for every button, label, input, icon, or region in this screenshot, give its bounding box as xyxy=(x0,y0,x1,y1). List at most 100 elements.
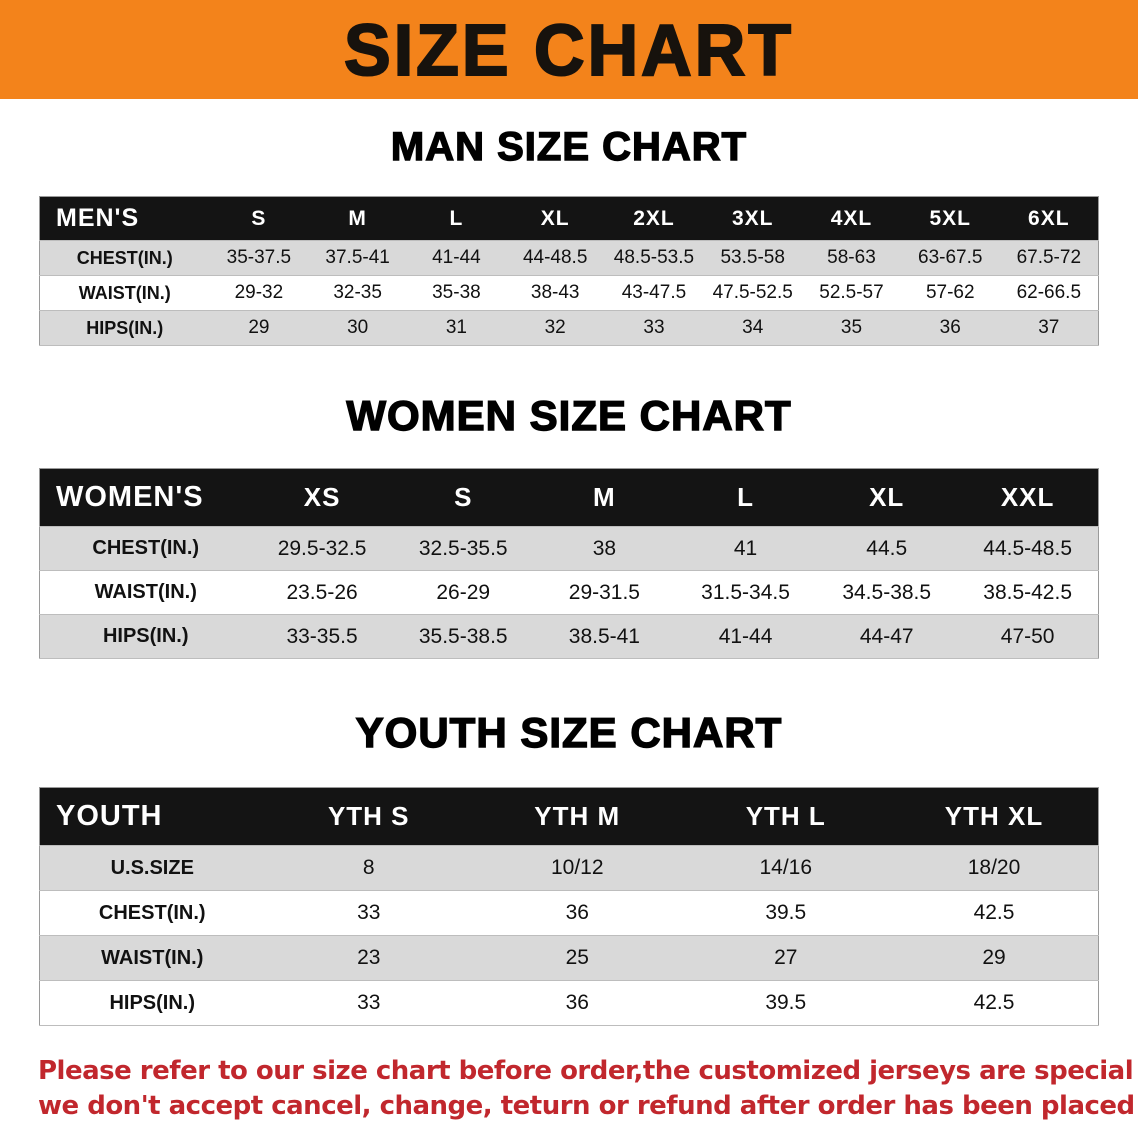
size-header-cell: YTH XL xyxy=(890,787,1099,846)
size-value: 36 xyxy=(565,991,589,1014)
size-header-cell: 3XL xyxy=(703,196,803,241)
measurement-label: WAIST(IN.) xyxy=(78,282,171,303)
size-value: 35-37.5 xyxy=(226,247,292,268)
man-table-header-row: MEN'S S M L XL 2XL 3XL 4XL 5XL 6XL xyxy=(39,196,1099,241)
size-value: 35.5-38.5 xyxy=(418,624,508,648)
size-header-cell: L xyxy=(407,196,506,241)
size-header-cell: XL xyxy=(816,468,958,527)
measurement-row: WAIST(IN.) 23 25 27 29 xyxy=(39,935,1099,981)
size-value: 41 xyxy=(733,536,758,560)
size-value: 31 xyxy=(445,317,467,338)
measurement-label: HIPS(IN.) xyxy=(102,625,189,647)
size-value: 35 xyxy=(840,317,863,338)
measurement-row: HIPS(IN.) 29 30 31 32 33 34 35 36 37 xyxy=(39,310,1099,346)
measurement-row: U.S.SIZE 8 10/12 14/16 18/20 xyxy=(39,845,1099,891)
man-table-body: CHEST(IN.) 35-37.5 37.5-41 41-44 44-48.5 48.5… xyxy=(39,240,1099,346)
measurement-label: CHEST(IN.) xyxy=(76,247,173,268)
disclaimer-note: Please refer to our size chart before or… xyxy=(0,1054,1138,1124)
size-value: 48.5-53.5 xyxy=(613,247,695,268)
size-value: 44.5 xyxy=(866,536,908,560)
size-header-cell: S xyxy=(392,468,534,527)
size-value: 30 xyxy=(347,317,369,338)
size-chart-banner: SIZE CHART xyxy=(0,0,1138,99)
size-value: 33 xyxy=(643,317,665,338)
size-value: 42.5 xyxy=(973,991,1015,1014)
size-value: 38.5-41 xyxy=(568,624,640,648)
measurement-label: U.S.SIZE xyxy=(110,856,194,879)
size-value: 23.5-26 xyxy=(286,580,358,604)
women-table-header-row: WOMEN'S XS S M L XL XXL xyxy=(39,468,1099,527)
size-value: 32.5-35.5 xyxy=(418,536,508,560)
size-value: 34 xyxy=(742,317,764,338)
size-value: 32-35 xyxy=(333,282,382,303)
women-size-chart-section: WOMEN SIZE CHART WOMEN'S XS S M L XL XXL CHEST… xyxy=(0,391,1138,659)
youth-table-body: U.S.SIZE 8 10/12 14/16 18/20 CHEST(IN.) 33 36 39… xyxy=(39,845,1099,1026)
women-size-table: WOMEN'S XS S M L XL XXL CHEST(IN.) 29.5-32.5 32.… xyxy=(39,468,1099,659)
size-value: 33-35.5 xyxy=(286,624,358,648)
size-value: 29.5-32.5 xyxy=(277,536,367,560)
size-value: 31.5-34.5 xyxy=(701,580,790,604)
size-value: 10/12 xyxy=(550,856,604,879)
measurement-label: CHEST(IN.) xyxy=(92,537,200,559)
size-header-cell: 2XL xyxy=(604,196,704,241)
measurement-label: CHEST(IN.) xyxy=(98,901,206,924)
youth-size-chart-heading: YOUTH SIZE CHART xyxy=(355,708,783,756)
disclaimer-line-1: Please refer to our size chart before or… xyxy=(38,1056,1138,1086)
size-value: 29 xyxy=(248,317,270,338)
size-value: 47.5-52.5 xyxy=(712,282,793,303)
size-value: 38.5-42.5 xyxy=(983,580,1073,604)
size-header-cell: M xyxy=(308,196,408,241)
measurement-label: HIPS(IN.) xyxy=(86,317,164,338)
size-value: 34.5-38.5 xyxy=(842,580,932,604)
size-value: 47-50 xyxy=(1000,624,1055,648)
size-header-cell: M xyxy=(533,468,675,527)
size-value: 67.5-72 xyxy=(1016,247,1082,268)
size-value: 42.5 xyxy=(973,901,1015,924)
size-value: 39.5 xyxy=(765,901,807,924)
size-value: 41-44 xyxy=(718,624,773,648)
size-header-cell: XS xyxy=(251,468,393,527)
size-value: 44-48.5 xyxy=(522,247,588,268)
man-size-chart-section: MAN SIZE CHART MEN'S S M L XL 2XL 3XL 4XL 5XL 6XL… xyxy=(0,124,1138,346)
size-value: 53.5-58 xyxy=(720,247,785,268)
youth-size-table: YOUTH YTH S YTH M YTH L YTH XL U.S.SIZE 8 10/1… xyxy=(39,787,1099,1026)
size-header-cell: XXL xyxy=(957,468,1099,527)
measurement-label: WAIST(IN.) xyxy=(94,581,197,603)
measurement-label: WAIST(IN.) xyxy=(101,946,204,969)
size-value: 32 xyxy=(544,317,566,338)
size-value: 44-47 xyxy=(859,624,914,648)
size-value: 14/16 xyxy=(759,856,813,879)
size-value: 58-63 xyxy=(827,247,876,268)
size-value: 62-66.5 xyxy=(1016,282,1082,303)
size-value: 29 xyxy=(982,946,1006,969)
measurement-row: HIPS(IN.) 33-35.5 35.5-38.5 38.5-41 41-44 44-… xyxy=(39,614,1099,659)
size-header-cell: 5XL xyxy=(900,196,1000,241)
measurement-row: WAIST(IN.) 29-32 32-35 35-38 38-43 43-47.5 47.… xyxy=(39,275,1099,311)
women-table-body: CHEST(IN.) 29.5-32.5 32.5-35.5 38 41 44.5 44.5… xyxy=(39,526,1099,659)
table-title-cell: MEN'S xyxy=(39,196,210,241)
size-header-cell: XL xyxy=(505,196,605,241)
size-header-cell: YTH S xyxy=(264,787,473,846)
size-header-cell: 6XL xyxy=(999,196,1099,241)
women-size-chart-heading: WOMEN SIZE CHART xyxy=(346,391,792,439)
size-value: 35-38 xyxy=(432,282,481,303)
size-value: 37.5-41 xyxy=(325,247,390,268)
youth-table-header-row: YOUTH YTH S YTH M YTH L YTH XL xyxy=(39,787,1099,846)
size-value: 29-31.5 xyxy=(568,580,640,604)
size-header-cell: S xyxy=(209,196,309,241)
size-value: 44.5-48.5 xyxy=(983,536,1073,560)
size-value: 33 xyxy=(357,901,381,924)
table-title-cell: YOUTH xyxy=(39,787,265,846)
size-value: 23 xyxy=(357,946,381,969)
size-value: 52.5-57 xyxy=(819,282,884,303)
size-value: 29-32 xyxy=(234,282,284,303)
size-header-cell: YTH L xyxy=(681,787,890,846)
size-value: 33 xyxy=(357,991,381,1014)
size-value: 36 xyxy=(939,317,961,338)
size-value: 63-67.5 xyxy=(918,247,983,268)
size-header-cell: L xyxy=(674,468,817,527)
size-header-cell: 4XL xyxy=(802,196,901,241)
page-title: SIZE CHART xyxy=(343,8,794,91)
size-value: 26-29 xyxy=(436,580,491,604)
measurement-label: HIPS(IN.) xyxy=(109,991,196,1014)
